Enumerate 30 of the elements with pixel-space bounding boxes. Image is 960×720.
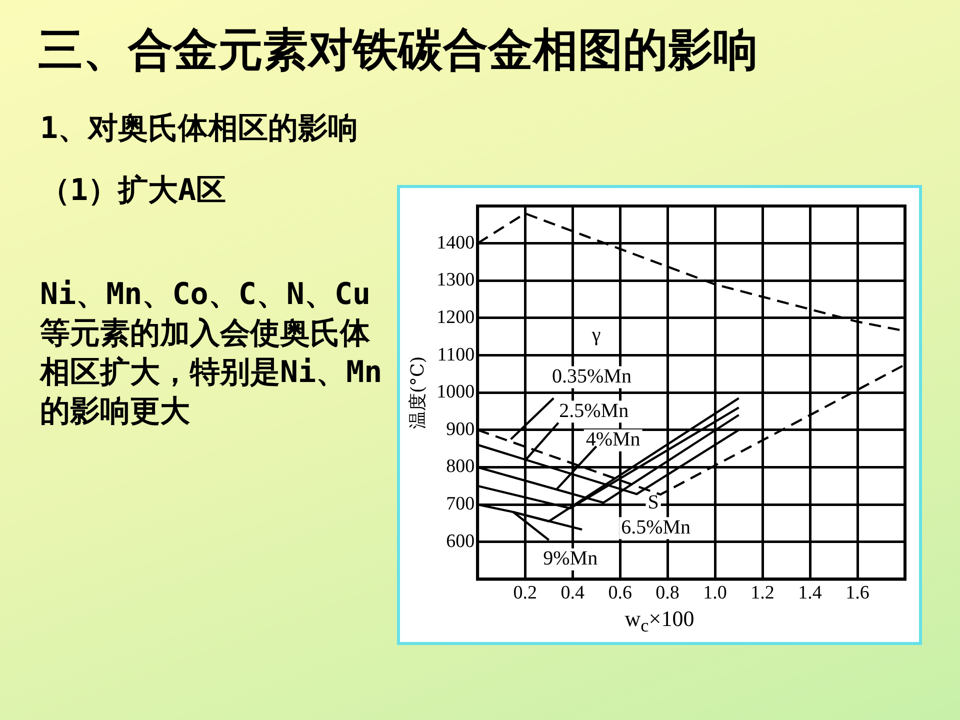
x-tick-label: 0.8 bbox=[656, 582, 680, 604]
annotation: 4%Mn bbox=[586, 428, 640, 451]
text: 1、对奥氏体相区的影响 bbox=[40, 110, 358, 148]
y-axis-title: 温度(°C) bbox=[407, 356, 428, 430]
x-tick-label: 0.4 bbox=[560, 582, 585, 604]
x-tick-label: 1.6 bbox=[846, 582, 870, 604]
x-tick-label: 1.4 bbox=[798, 582, 822, 604]
x-tick-label: 1.2 bbox=[750, 582, 774, 604]
y-tick-label: 1300 bbox=[436, 270, 475, 291]
chart-title: 三、合金元素对铁碳合金相图的影响 bbox=[38, 22, 758, 78]
annotation: γ bbox=[590, 324, 601, 346]
x-axis-title: w$_{c}$×100 bbox=[624, 606, 696, 636]
y-tick-label: 1400 bbox=[436, 232, 475, 254]
y-tick-label: 700 bbox=[446, 494, 475, 515]
y-tick-label: 1000 bbox=[436, 382, 475, 403]
x-tick-label: 1.0 bbox=[703, 582, 727, 604]
x-tick-label: 0.2 bbox=[513, 582, 537, 604]
y-tick-label: 800 bbox=[446, 456, 475, 478]
y-tick-label: 1100 bbox=[437, 344, 475, 366]
text: （1）扩大A区 bbox=[40, 172, 226, 210]
annotation: 9%Mn bbox=[543, 548, 598, 570]
y-tick-label: 1200 bbox=[436, 306, 475, 328]
x-tick-label: 0.6 bbox=[608, 582, 632, 604]
annotation: 6.5%Mn bbox=[621, 516, 691, 538]
annotation: 0.35%Mn bbox=[552, 366, 632, 388]
y-tick-label: 600 bbox=[446, 530, 475, 552]
y-tick-label: 900 bbox=[446, 418, 475, 440]
annotation: 2.5%Mn bbox=[559, 400, 629, 422]
text: Ni、Mn、Co、C、N、Cu等元素的加入会使奥氏体相区扩大，特别是Ni、Mn的影响更大 bbox=[40, 276, 384, 431]
annotation: S bbox=[648, 492, 659, 514]
